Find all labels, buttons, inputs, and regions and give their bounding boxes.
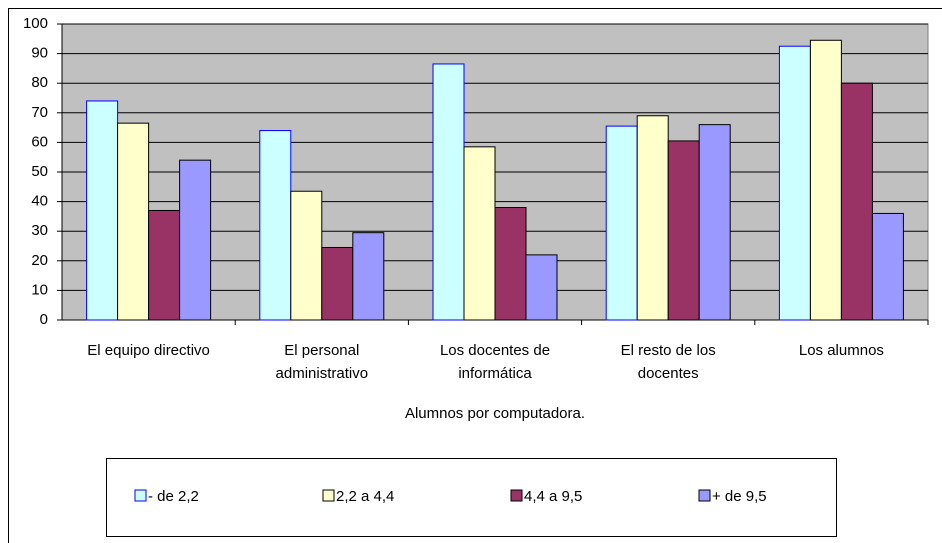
y-tick-label: 50 <box>31 163 48 180</box>
y-tick-label: 0 <box>40 311 48 328</box>
y-tick-label: 10 <box>31 281 48 298</box>
y-tick-label: 40 <box>31 193 48 210</box>
x-tick-label: Los alumnos <box>798 342 884 359</box>
legend-label: + de 9,5 <box>712 488 767 505</box>
bar <box>636 115 669 321</box>
bar <box>605 125 638 321</box>
y-tick-label: 20 <box>31 252 48 269</box>
bar <box>463 146 496 321</box>
bar <box>778 45 811 321</box>
bar <box>179 159 212 321</box>
bar <box>698 124 731 321</box>
legend-swatch <box>510 489 523 502</box>
x-tick-label: El resto de los docentes <box>620 342 716 382</box>
legend-swatch <box>698 489 711 502</box>
y-tick-label: 80 <box>31 74 48 91</box>
legend-swatch <box>322 489 335 502</box>
bar <box>667 140 700 321</box>
bar <box>117 122 150 321</box>
legend-label: 2,2 a 4,4 <box>336 488 394 505</box>
bar <box>259 130 292 321</box>
bar <box>809 39 842 321</box>
y-tick-label: 30 <box>31 222 48 239</box>
bar <box>871 212 904 321</box>
y-tick-label: 100 <box>23 15 48 32</box>
legend-label: 4,4 a 9,5 <box>524 488 582 505</box>
x-tick-label: El personal administrativo <box>275 342 369 382</box>
bar <box>432 63 465 321</box>
legend-box <box>106 458 837 537</box>
bar <box>494 207 527 321</box>
y-tick-label: 70 <box>31 104 48 121</box>
x-tick-label: Los docentes de informática <box>439 342 551 382</box>
bar <box>840 82 873 321</box>
y-tick-label: 60 <box>31 133 48 150</box>
legend-label: - de 2,2 <box>148 488 199 505</box>
x-tick-label: El equipo directivo <box>87 342 210 359</box>
bar <box>321 246 354 321</box>
bar <box>86 100 119 321</box>
bar <box>525 254 558 321</box>
x-axis-title: Alumnos por computadora. <box>405 405 585 422</box>
y-tick-label: 90 <box>31 45 48 62</box>
legend-swatch <box>134 489 147 502</box>
bar <box>352 232 385 321</box>
bar <box>290 190 323 321</box>
bar <box>148 209 181 321</box>
